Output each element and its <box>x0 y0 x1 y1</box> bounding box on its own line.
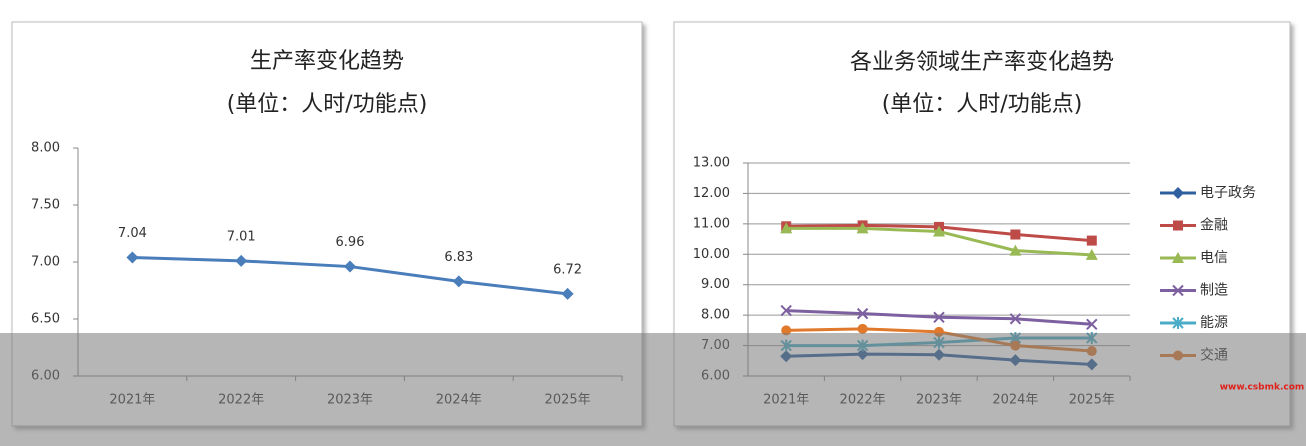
y-tick-label: 7.50 <box>31 198 60 213</box>
y-tick-label: 12.00 <box>693 186 730 201</box>
legend-label: 电子政务 <box>1200 185 1256 201</box>
marker <box>561 287 574 300</box>
y-tick-label: 8.00 <box>701 308 730 323</box>
marker <box>126 251 139 264</box>
value-label: 6.96 <box>336 235 365 250</box>
marker <box>344 260 356 273</box>
marker <box>1086 235 1097 246</box>
marker <box>1172 252 1184 263</box>
marker <box>235 254 248 267</box>
value-label: 7.04 <box>118 226 147 241</box>
y-tick-label: 9.00 <box>701 277 730 292</box>
marker <box>1172 284 1184 297</box>
y-tick-label: 10.00 <box>693 247 730 262</box>
watermark: www.csbmk.com <box>1220 383 1305 393</box>
chart-title: 生产率变化趋势 <box>250 49 404 74</box>
marker <box>780 304 792 317</box>
marker <box>933 225 945 237</box>
value-label: 7.01 <box>227 229 256 244</box>
y-tick-label: 13.00 <box>693 156 730 171</box>
y-tick-label: 8.00 <box>31 141 60 156</box>
y-tick-label: 11.00 <box>693 216 730 231</box>
legend-label: 金融 <box>1200 218 1228 234</box>
y-tick-label: 7.00 <box>31 255 60 270</box>
marker <box>781 325 792 336</box>
marker <box>856 222 869 234</box>
legend-label: 电信 <box>1200 250 1228 266</box>
y-tick-label: 6.50 <box>31 312 60 327</box>
marker <box>856 307 869 320</box>
marker <box>1172 187 1184 199</box>
value-label: 6.72 <box>553 262 582 277</box>
chart-title: 各业务领域生产率变化趋势 <box>850 50 1114 75</box>
marker <box>1009 244 1022 256</box>
marker <box>1010 229 1021 240</box>
marker <box>1009 313 1022 325</box>
marker <box>452 275 465 288</box>
marker <box>1086 318 1098 330</box>
marker <box>857 323 868 334</box>
marker <box>780 222 793 234</box>
chart-subtitle: (单位：人时/功能点) <box>227 92 428 117</box>
chart-subtitle: (单位：人时/功能点) <box>882 92 1083 117</box>
marker <box>933 311 945 323</box>
legend-label: 能源 <box>1200 315 1228 331</box>
marker <box>1172 317 1184 329</box>
marker <box>1085 248 1098 260</box>
legend-label: 制造 <box>1200 283 1228 299</box>
value-label: 6.83 <box>444 250 473 265</box>
marker <box>1173 220 1183 231</box>
overlay <box>0 333 1306 446</box>
